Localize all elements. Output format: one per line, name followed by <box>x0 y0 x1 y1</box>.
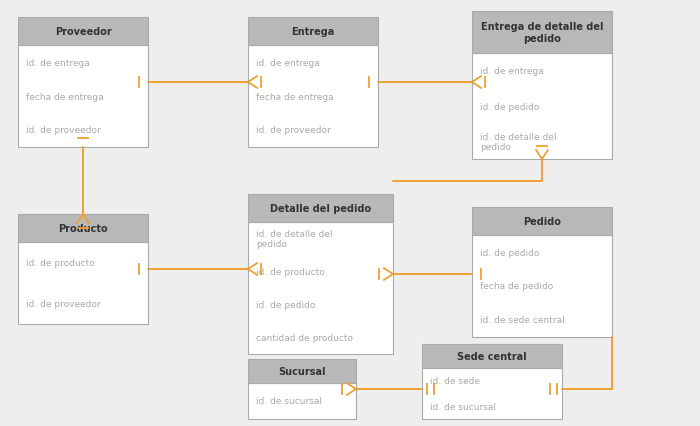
Text: Sede central: Sede central <box>457 351 527 361</box>
Text: Entrega de detalle del
pedido: Entrega de detalle del pedido <box>481 22 603 44</box>
Text: id. de detalle del
pedido: id. de detalle del pedido <box>256 230 332 248</box>
Text: id. de pedido: id. de pedido <box>480 102 540 111</box>
Text: id. de pedido: id. de pedido <box>256 300 316 309</box>
Bar <box>18 215 148 242</box>
Bar <box>248 195 393 222</box>
Bar <box>422 344 562 368</box>
Text: Proveedor: Proveedor <box>55 27 111 37</box>
Text: id. de entrega: id. de entrega <box>480 67 544 76</box>
Text: Detalle del pedido: Detalle del pedido <box>270 204 371 213</box>
Bar <box>248 383 356 419</box>
Text: Producto: Producto <box>58 224 108 233</box>
Text: id. de detalle del
pedido: id. de detalle del pedido <box>480 132 556 151</box>
Bar <box>472 207 612 236</box>
Text: id. de sede: id. de sede <box>430 376 480 386</box>
Text: fecha de pedido: fecha de pedido <box>480 282 553 291</box>
Bar <box>18 242 148 324</box>
Text: Sucursal: Sucursal <box>278 366 326 376</box>
Text: id. de proveedor: id. de proveedor <box>26 126 101 135</box>
Text: Pedido: Pedido <box>523 216 561 227</box>
Text: cantidad de producto: cantidad de producto <box>256 333 353 342</box>
Text: id. de sucursal: id. de sucursal <box>430 402 496 411</box>
Text: id. de producto: id. de producto <box>256 268 325 276</box>
Bar <box>248 359 356 383</box>
Bar <box>18 18 148 46</box>
Text: id. de entrega: id. de entrega <box>256 58 320 67</box>
Text: id. de sede central: id. de sede central <box>480 316 565 325</box>
Text: id. de sucursal: id. de sucursal <box>256 397 322 406</box>
Bar <box>472 12 612 54</box>
Text: id. de pedido: id. de pedido <box>480 248 540 257</box>
Text: id. de producto: id. de producto <box>26 259 94 268</box>
Bar <box>18 46 148 148</box>
Text: id. de proveedor: id. de proveedor <box>26 299 101 308</box>
Bar <box>472 236 612 337</box>
Bar <box>248 46 378 148</box>
Bar <box>422 368 562 419</box>
Text: id. de proveedor: id. de proveedor <box>256 126 330 135</box>
Bar <box>472 54 612 160</box>
Bar <box>248 222 393 354</box>
Text: fecha de entrega: fecha de entrega <box>26 92 104 101</box>
Text: Entrega: Entrega <box>291 27 335 37</box>
Text: id. de entrega: id. de entrega <box>26 58 90 67</box>
Bar <box>248 18 378 46</box>
Text: fecha de entrega: fecha de entrega <box>256 92 334 101</box>
